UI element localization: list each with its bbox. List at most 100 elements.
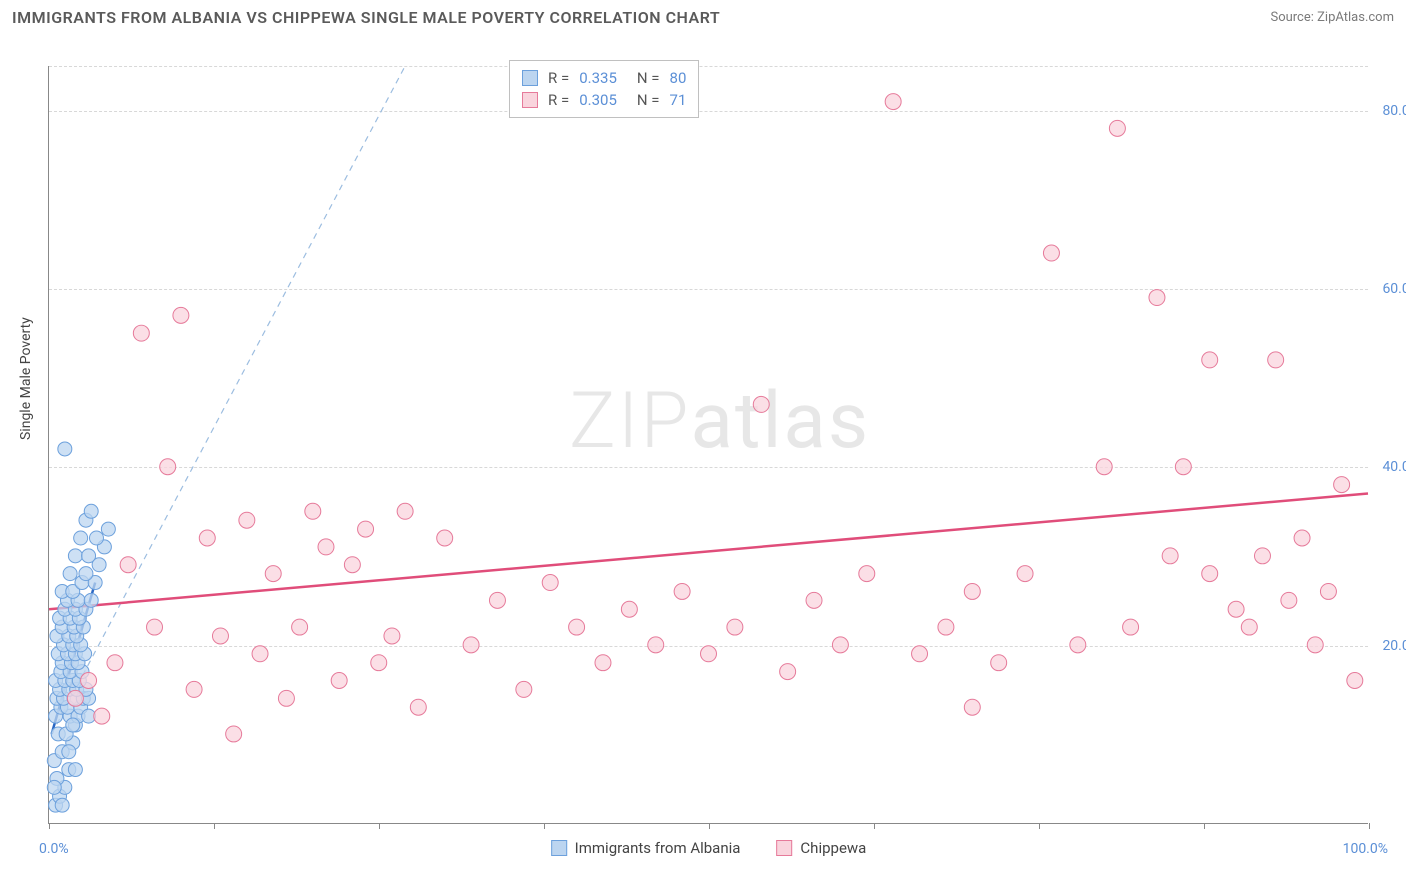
data-point [1175,459,1191,475]
data-point [292,619,308,635]
data-point [278,690,294,706]
x-tick [214,823,215,829]
y-axis-label: Single Male Poverty [18,317,34,440]
series-legend: Immigrants from Albania Chippewa [551,839,867,857]
data-point [186,681,202,697]
data-point [67,690,83,706]
stat-n-label: N = [637,89,660,111]
data-point [489,592,505,608]
data-point [964,583,980,599]
data-point [55,798,69,812]
data-point [463,637,479,653]
data-point [1070,637,1086,653]
data-point [1241,619,1257,635]
stat-r-value: 0.335 [579,67,617,89]
data-point [1149,290,1165,306]
data-point [199,530,215,546]
chart-source: Source: ZipAtlas.com [1270,10,1394,25]
x-tick [49,823,50,829]
data-point [133,325,149,341]
x-tick [1369,823,1370,829]
legend-swatch [551,840,567,856]
x-tick [709,823,710,829]
data-point [63,567,77,581]
legend-label: Chippewa [800,839,866,857]
data-point [859,566,875,582]
data-point [212,628,228,644]
y-tick-label: 80.0% [1382,103,1406,119]
data-point [648,637,664,653]
data-point [305,503,321,519]
data-point [1228,601,1244,617]
data-point [727,619,743,635]
data-point [964,699,980,715]
data-point [371,655,387,671]
data-point [1202,566,1218,582]
data-point [331,673,347,689]
data-point [516,681,532,697]
y-tick-label: 40.0% [1382,459,1406,475]
chart-svg [49,66,1368,823]
data-point [753,396,769,412]
data-point [384,628,400,644]
plot-area: ZIPatlas 20.0%40.0%60.0%80.0% R =0.335N … [48,66,1368,824]
data-point [991,655,1007,671]
data-point [94,708,110,724]
data-point [885,94,901,110]
x-tick [1039,823,1040,829]
data-point [1123,619,1139,635]
stat-r-label: R = [548,89,569,111]
legend-swatch [776,840,792,856]
data-point [938,619,954,635]
data-point [239,512,255,528]
legend-item: Chippewa [776,839,866,857]
data-point [1202,352,1218,368]
data-point [318,539,334,555]
data-point [1307,637,1323,653]
series-swatch [522,70,538,86]
x-tick [379,823,380,829]
x-tick [544,823,545,829]
data-point [226,726,242,742]
stats-row: R =0.305N =71 [522,89,686,111]
data-point [569,619,585,635]
data-point [160,459,176,475]
data-point [701,646,717,662]
chart-title: IMMIGRANTS FROM ALBANIA VS CHIPPEWA SING… [12,8,720,27]
data-point [58,442,72,456]
legend-label: Immigrants from Albania [575,839,741,857]
data-point [1334,477,1350,493]
chart-header: IMMIGRANTS FROM ALBANIA VS CHIPPEWA SING… [0,0,1406,31]
x-tick [874,823,875,829]
data-point [66,718,80,732]
x-axis-min-label: 0.0% [39,841,69,857]
data-point [912,646,928,662]
data-point [147,619,163,635]
data-point [89,531,103,545]
data-point [81,673,97,689]
data-point [68,549,82,563]
data-point [84,593,98,607]
data-point [621,601,637,617]
data-point [397,503,413,519]
data-point [806,592,822,608]
y-tick-label: 60.0% [1382,281,1406,297]
data-point [1096,459,1112,475]
stat-r-value: 0.305 [579,89,617,111]
data-point [82,549,96,563]
data-point [437,530,453,546]
data-point [674,583,690,599]
stats-row: R =0.335N =80 [522,67,686,89]
data-point [252,646,268,662]
data-point [107,655,123,671]
data-point [595,655,611,671]
data-point [68,763,82,777]
data-point [1268,352,1284,368]
data-point [1254,548,1270,564]
series-swatch [522,92,538,108]
data-point [542,575,558,591]
stat-n-value: 80 [670,67,687,89]
data-point [344,557,360,573]
data-point [1320,583,1336,599]
data-point [173,307,189,323]
